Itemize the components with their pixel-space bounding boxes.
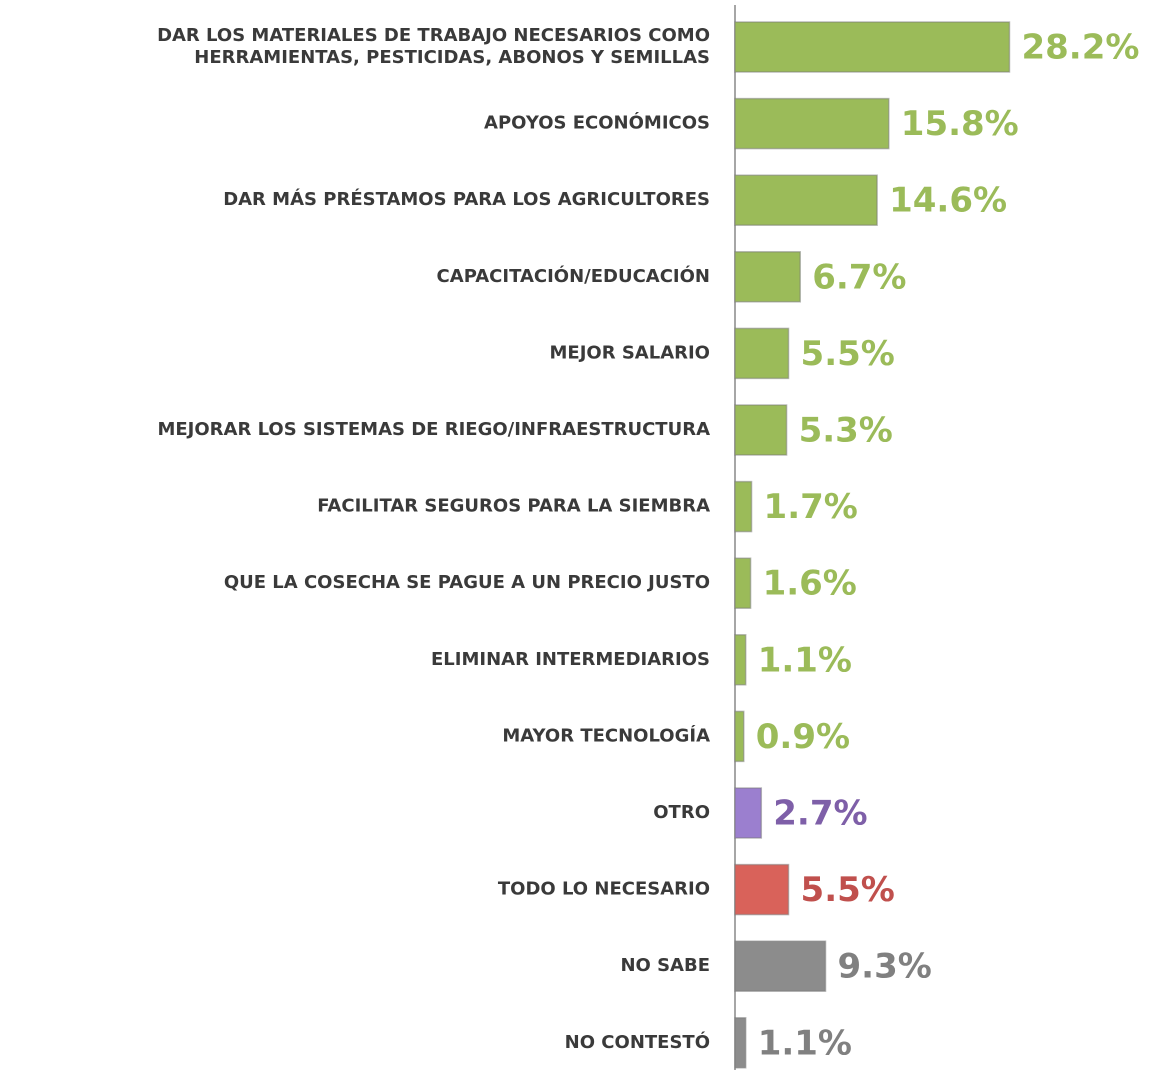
value-label: 1.1% [758, 1023, 852, 1063]
category-label: OTRO [653, 802, 710, 823]
value-label: 1.7% [764, 487, 858, 527]
category-label: DAR LOS MATERIALES DE TRABAJO NECESARIOS… [157, 25, 710, 68]
category-label: QUE LA COSECHA SE PAGUE A UN PRECIO JUST… [224, 572, 710, 593]
category-label: MEJOR SALARIO [550, 342, 711, 363]
value-label: 9.3% [838, 947, 932, 987]
category-label: DAR MÁS PRÉSTAMOS PARA LOS AGRICULTORES [223, 188, 710, 210]
value-label: 2.7% [773, 794, 867, 834]
bar [734, 787, 763, 839]
bar [734, 21, 1011, 73]
value-label: 15.8% [901, 104, 1019, 144]
bar [734, 251, 801, 303]
value-label: 14.6% [889, 181, 1007, 221]
bar [734, 1017, 747, 1069]
category-label: TODO LO NECESARIO [498, 879, 710, 900]
category-label: MEJORAR LOS SISTEMAS DE RIEGO/INFRAESTRU… [157, 419, 710, 440]
bar [734, 557, 752, 609]
category-label: APOYOS ECONÓMICOS [484, 112, 710, 134]
bar [734, 404, 788, 456]
bar [734, 634, 747, 686]
value-label: 1.1% [758, 640, 852, 680]
bar [734, 97, 890, 150]
value-label: 6.7% [812, 257, 906, 297]
value-label: 5.5% [801, 870, 895, 910]
category-label: FACILITAR SEGUROS PARA LA SIEMBRA [317, 496, 710, 517]
value-label: 0.9% [756, 717, 850, 757]
bar [734, 940, 827, 992]
bar [734, 174, 878, 226]
value-label: 1.6% [763, 564, 857, 604]
bar [734, 710, 745, 763]
category-label: NO CONTESTÓ [565, 1031, 710, 1053]
category-label: ELIMINAR INTERMEDIARIOS [431, 649, 710, 670]
bar [734, 863, 790, 916]
bar [734, 327, 790, 380]
category-label: NO SABE [620, 955, 710, 976]
category-label: MAYOR TECNOLOGÍA [502, 724, 710, 746]
value-label: 5.5% [801, 334, 895, 374]
value-label: 28.2% [1021, 28, 1139, 68]
bar [734, 480, 753, 533]
category-label: CAPACITACIÓN/EDUCACIÓN [437, 265, 710, 287]
value-label: 5.3% [799, 411, 893, 451]
